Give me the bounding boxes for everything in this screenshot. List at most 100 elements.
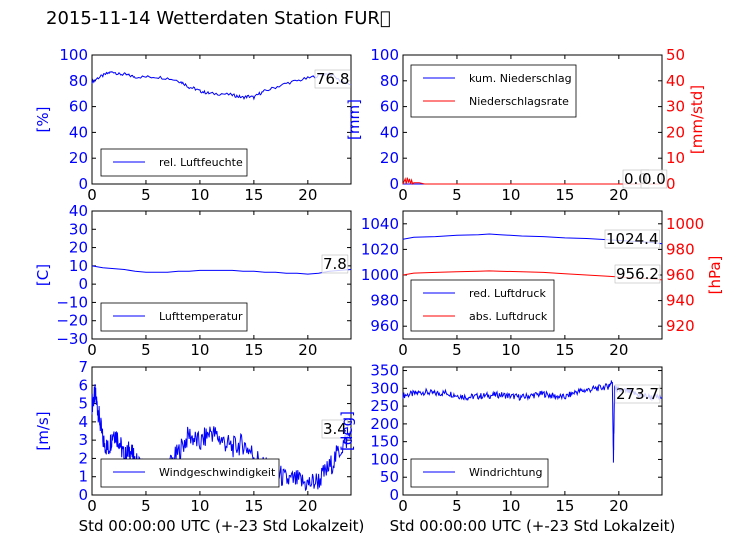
windspeed-frame [91, 366, 352, 496]
y-tick-label: 960 [370, 317, 399, 335]
y-tick-label: 80 [380, 72, 399, 90]
y-axis-label: [C] [34, 264, 52, 286]
x-tick-label: 15 [244, 341, 263, 359]
y-tick-label: 40 [69, 123, 88, 141]
x-tick-label: 15 [555, 497, 574, 515]
y-tick-label: −30 [56, 330, 88, 348]
x-axis-label: Std 00:00:00 UTC (+-23 Std Lokalzeit) [390, 517, 676, 535]
y-right-tick-label: 40 [666, 72, 685, 90]
legend-label: Windrichtung [469, 466, 542, 479]
legend-label: Lufttemperatur [159, 310, 243, 323]
y-right-tick-label: 30 [666, 98, 685, 116]
legend-label: rel. Luftfeuchte [159, 156, 243, 169]
y-tick-label: 150 [370, 433, 399, 451]
current-value-label: 956.2 [616, 265, 659, 283]
y-right-tick-label: 50 [666, 46, 685, 64]
y-right-tick-label: 940 [666, 292, 695, 310]
x-tick-label: 5 [452, 341, 462, 359]
x-tick-label: 10 [190, 497, 209, 515]
x-tick-label: 15 [555, 341, 574, 359]
x-tick-label: 20 [609, 341, 628, 359]
y-tick-label: 300 [370, 379, 399, 397]
current-value-box [321, 254, 349, 274]
y-tick-label: 40 [380, 123, 399, 141]
legend-box [410, 279, 555, 332]
y-axis-label: [m/s] [34, 411, 52, 450]
y-tick-label: 1000 [361, 266, 399, 284]
y-tick-label: 100 [59, 46, 88, 64]
y-tick-label: 3 [78, 431, 88, 449]
x-tick-label: 15 [555, 186, 574, 204]
y-tick-label: 5 [78, 395, 88, 413]
y-axis-label: [%] [34, 107, 52, 133]
y-tick-label: 4 [78, 413, 88, 431]
y-tick-label: 250 [370, 397, 399, 415]
y-right-tick-label: 20 [666, 123, 685, 141]
x-tick-label: 15 [244, 186, 263, 204]
series-line-windgeschwindigkeit [91, 384, 352, 492]
x-tick-label: 10 [501, 497, 520, 515]
x-tick-label: 0 [398, 186, 408, 204]
y-axis-label: [mm] [345, 99, 363, 140]
y-axis-label: [deg] [338, 411, 356, 451]
humidity-frame [91, 54, 352, 185]
precipitation-chart: 0 5 10 15 20 0 20 40 60 80 100 0 10 20 30 40 50 [mm] [mm/s… [345, 46, 706, 204]
x-tick-label: 20 [609, 186, 628, 204]
legend-box [100, 458, 280, 488]
y-right-tick-label: 920 [666, 317, 695, 335]
x-tick-label: 5 [141, 497, 151, 515]
temperature-frame [91, 210, 352, 340]
y-tick-label: 0 [389, 486, 399, 504]
x-tick-label: 10 [501, 186, 520, 204]
y-tick-label: −20 [56, 312, 88, 330]
x-tick-label: 0 [398, 497, 408, 515]
x-tick-label: 20 [609, 497, 628, 515]
legend-box [100, 302, 248, 332]
legend-label: kum. Niederschlag [469, 72, 572, 85]
current-value-box [614, 264, 661, 284]
winddirection-frame [402, 366, 663, 496]
y-tick-label: 20 [380, 149, 399, 167]
current-value-label: 0.0 [642, 170, 666, 188]
x-tick-label: 10 [501, 341, 520, 359]
current-value-box [640, 169, 668, 189]
y-tick-label: 1 [78, 468, 88, 486]
current-value-label: 1024.4 [606, 230, 659, 248]
x-tick-label: 10 [190, 341, 209, 359]
x-tick-label: 5 [141, 186, 151, 204]
y-right-tick-label: 1000 [666, 215, 704, 233]
legend-label: Niederschlagsrate [469, 95, 569, 108]
y-tick-label: 0 [78, 275, 88, 293]
y-tick-label: 0 [78, 486, 88, 504]
pressure-chart: 0 5 10 15 20 960 980 1000 1020 1040 920 940 960 980 10… [361, 210, 724, 359]
current-value-label: 3.4 [323, 420, 347, 438]
y-right-axis-label: [hPa] [706, 256, 724, 295]
current-value-box [321, 419, 349, 439]
current-value-label: 273.7 [616, 385, 659, 403]
x-tick-label: 20 [298, 497, 317, 515]
series-line-niederschlagsrate [402, 177, 662, 186]
legend-label: Windgeschwindigkeit [159, 466, 276, 479]
y-tick-label: 60 [380, 98, 399, 116]
y-right-tick-label: 10 [666, 149, 685, 167]
y-right-tick-label: 0 [666, 175, 676, 193]
current-value-box [604, 229, 660, 249]
y-tick-label: 350 [370, 362, 399, 380]
y-tick-label: 100 [370, 450, 399, 468]
temperature-chart: 0 5 10 15 20−30−20−10010203040[C]Lufttempera… [34, 202, 352, 359]
legend-box [410, 458, 549, 488]
y-tick-label: 60 [69, 98, 88, 116]
current-value-label: 76.8 [316, 70, 349, 88]
x-tick-label: 0 [87, 497, 97, 515]
x-tick-label: 20 [298, 341, 317, 359]
x-tick-label: 20 [298, 186, 317, 204]
y-tick-label: −10 [56, 293, 88, 311]
y-tick-label: 50 [380, 468, 399, 486]
y-tick-label: 0 [78, 175, 88, 193]
y-tick-label: 20 [69, 239, 88, 257]
legend-label: abs. Luftdruck [469, 310, 548, 323]
x-axis-label: Std 00:00:00 UTC (+-23 Std Lokalzeit) [79, 517, 365, 535]
y-tick-label: 1020 [361, 240, 399, 258]
